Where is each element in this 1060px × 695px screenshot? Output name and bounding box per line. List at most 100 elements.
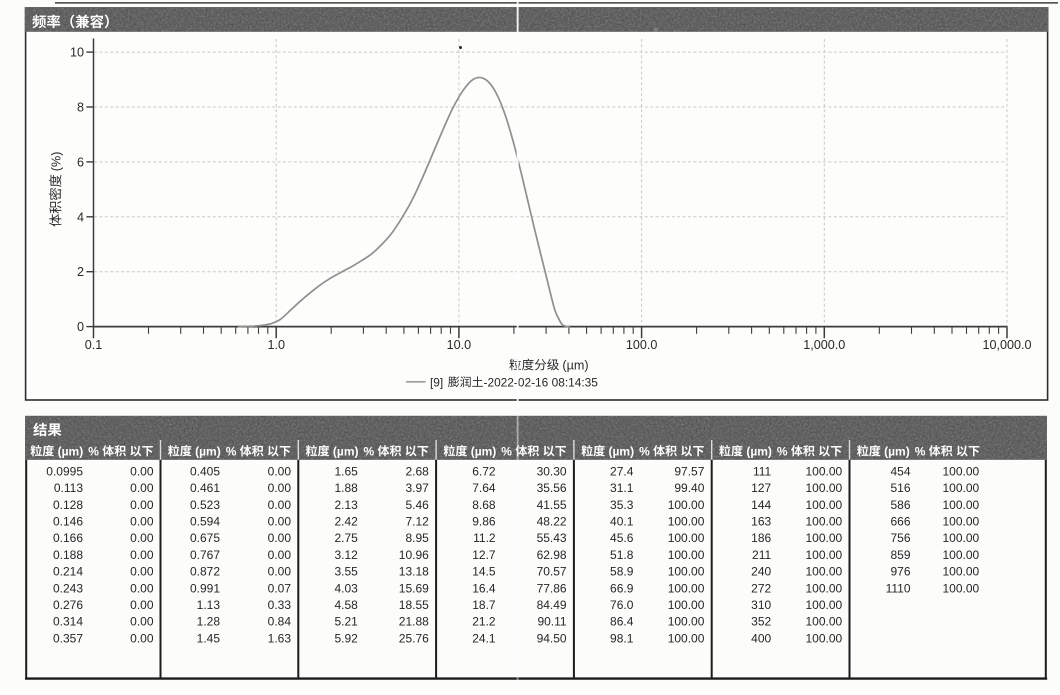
svg-text:100.00: 100.00 — [668, 581, 705, 595]
svg-text:10,000.0: 10,000.0 — [982, 338, 1031, 352]
svg-text:0.357: 0.357 — [53, 631, 83, 645]
svg-text:211: 211 — [752, 548, 771, 562]
svg-text:0.00: 0.00 — [130, 631, 154, 645]
svg-text:2.13: 2.13 — [334, 498, 358, 512]
svg-text:272: 272 — [751, 581, 771, 595]
svg-text:(µm): (µm) — [881, 444, 910, 458]
svg-text:0.00: 0.00 — [130, 515, 154, 529]
svg-text:0.594: 0.594 — [190, 515, 220, 529]
svg-text:8: 8 — [77, 101, 84, 115]
svg-text:51.8: 51.8 — [610, 548, 634, 562]
svg-text:4.58: 4.58 — [334, 598, 358, 612]
svg-text:0.461: 0.461 — [190, 481, 220, 495]
svg-text:0.128: 0.128 — [53, 498, 83, 512]
svg-text:21.2: 21.2 — [472, 615, 496, 629]
svg-text:240: 240 — [751, 565, 771, 579]
svg-text:31.1: 31.1 — [610, 481, 634, 495]
svg-text:0.00: 0.00 — [268, 498, 292, 512]
svg-text:%: % — [915, 444, 929, 458]
svg-text:100.00: 100.00 — [668, 631, 705, 645]
svg-text:0.07: 0.07 — [268, 581, 292, 595]
svg-text:48.22: 48.22 — [537, 515, 567, 529]
svg-text:100.00: 100.00 — [668, 498, 705, 512]
svg-text:0: 0 — [77, 320, 84, 334]
svg-text:0.00: 0.00 — [268, 565, 292, 579]
svg-text:13.18: 13.18 — [399, 565, 429, 579]
svg-text:0.872: 0.872 — [190, 565, 220, 579]
svg-text:2.68: 2.68 — [405, 465, 429, 479]
svg-text:1.45: 1.45 — [197, 631, 221, 645]
svg-text:976: 976 — [890, 565, 910, 579]
svg-text:100.00: 100.00 — [942, 498, 979, 512]
svg-text:55.43: 55.43 — [537, 531, 567, 545]
svg-text:1110: 1110 — [886, 581, 911, 595]
svg-text:100.00: 100.00 — [805, 631, 842, 645]
svg-text:7.64: 7.64 — [472, 481, 496, 495]
svg-text:%: % — [88, 444, 102, 458]
svg-text:10.96: 10.96 — [399, 548, 429, 562]
svg-text:3.97: 3.97 — [405, 481, 429, 495]
svg-text:62.98: 62.98 — [537, 548, 567, 562]
svg-text:100.00: 100.00 — [805, 531, 842, 545]
svg-text:21.88: 21.88 — [399, 615, 429, 629]
svg-text:1.65: 1.65 — [334, 465, 358, 479]
svg-text:-2022-02-16 08:14:35: -2022-02-16 08:14:35 — [484, 375, 599, 389]
svg-text:77.86: 77.86 — [537, 581, 567, 595]
svg-text:100.00: 100.00 — [942, 481, 979, 495]
svg-text:99.40: 99.40 — [674, 481, 704, 495]
svg-text:100.00: 100.00 — [942, 531, 979, 545]
svg-text:0.00: 0.00 — [268, 515, 292, 529]
svg-text:0.33: 0.33 — [268, 598, 292, 612]
svg-text:100.00: 100.00 — [805, 615, 842, 629]
svg-text:100.00: 100.00 — [805, 565, 842, 579]
svg-text:100.0: 100.0 — [626, 338, 658, 352]
svg-text:100.00: 100.00 — [668, 615, 705, 629]
svg-text:186: 186 — [751, 531, 771, 545]
svg-text:0.214: 0.214 — [53, 565, 83, 579]
svg-text:0.405: 0.405 — [190, 465, 220, 479]
svg-text:516: 516 — [890, 481, 910, 495]
svg-text:0.00: 0.00 — [130, 481, 154, 495]
svg-text:0.166: 0.166 — [53, 531, 83, 545]
svg-text:(µm): (µm) — [467, 444, 496, 458]
svg-text:0.00: 0.00 — [130, 548, 154, 562]
svg-text:%: % — [777, 444, 791, 458]
svg-text:2.75: 2.75 — [334, 531, 358, 545]
svg-text:100.00: 100.00 — [805, 515, 842, 529]
svg-text:0.675: 0.675 — [190, 531, 220, 545]
svg-text:25.76: 25.76 — [399, 631, 429, 645]
svg-text:100.00: 100.00 — [942, 548, 979, 562]
svg-text:100.00: 100.00 — [805, 481, 842, 495]
svg-text:(µm): (µm) — [54, 444, 83, 458]
svg-text:5.21: 5.21 — [334, 615, 358, 629]
svg-text:6: 6 — [77, 155, 84, 169]
svg-text:100.00: 100.00 — [668, 515, 705, 529]
svg-text:%: % — [639, 444, 653, 458]
svg-text:66.9: 66.9 — [610, 581, 634, 595]
svg-text:(µm): (µm) — [192, 444, 221, 458]
svg-text:0.00: 0.00 — [130, 465, 154, 479]
svg-text:(µm): (µm) — [330, 444, 359, 458]
svg-text:0.00: 0.00 — [130, 615, 154, 629]
svg-text:76.0: 76.0 — [610, 598, 634, 612]
svg-text:2: 2 — [77, 265, 84, 279]
svg-text:5.46: 5.46 — [405, 498, 429, 512]
svg-text:0.00: 0.00 — [268, 531, 292, 545]
svg-text:58.9: 58.9 — [610, 565, 634, 579]
svg-text:100.00: 100.00 — [805, 465, 842, 479]
svg-text:(µm): (µm) — [562, 358, 588, 372]
svg-text:27.4: 27.4 — [610, 465, 634, 479]
svg-text:0.00: 0.00 — [268, 465, 292, 479]
svg-text:8.68: 8.68 — [472, 498, 496, 512]
svg-text:(µm): (µm) — [743, 444, 772, 458]
svg-text:35.3: 35.3 — [610, 498, 634, 512]
svg-text:127: 127 — [751, 481, 771, 495]
svg-text:0.243: 0.243 — [53, 581, 83, 595]
svg-text:163: 163 — [751, 515, 771, 529]
svg-text:45.6: 45.6 — [610, 531, 634, 545]
svg-text:12.7: 12.7 — [472, 548, 496, 562]
svg-text:100.00: 100.00 — [805, 581, 842, 595]
svg-text:352: 352 — [751, 615, 771, 629]
svg-text:%: % — [501, 444, 515, 458]
svg-text:7.12: 7.12 — [405, 515, 429, 529]
